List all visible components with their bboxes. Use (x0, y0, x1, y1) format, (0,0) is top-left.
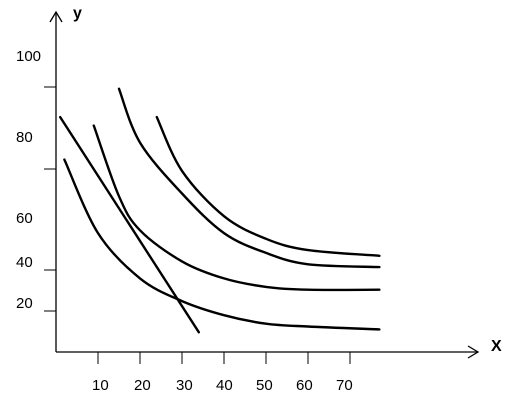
series-3-line (117, 87, 381, 269)
x-tick-label: 20 (134, 377, 151, 394)
series-1-line (63, 158, 381, 331)
y-ticks: 100 80 60 40 20 (16, 48, 56, 312)
y-tick-label: 20 (16, 295, 33, 312)
x-tick-label: 30 (176, 377, 193, 394)
y-tick-label: 100 (16, 48, 41, 65)
y-axis-arrow (49, 10, 63, 23)
y-tick-label: 60 (16, 210, 33, 227)
x-tick-label: 70 (336, 377, 353, 394)
y-axis-label: y (73, 5, 82, 22)
series-0-line (59, 115, 200, 334)
x-tick-label: 50 (256, 377, 273, 394)
x-tick-label: 10 (92, 377, 109, 394)
x-tick-label: 40 (216, 377, 233, 394)
x-ticks: 10 20 30 40 50 60 70 (92, 352, 353, 394)
curves (59, 87, 381, 334)
axes: y X (49, 5, 502, 359)
series-4-line (155, 115, 381, 257)
x-tick-label: 60 (296, 377, 313, 394)
y-tick-label: 40 (16, 254, 33, 271)
x-axis-label: X (491, 338, 502, 355)
x-axis-arrow (467, 345, 480, 359)
y-tick-label: 80 (16, 129, 33, 146)
series-2-line (92, 124, 381, 292)
